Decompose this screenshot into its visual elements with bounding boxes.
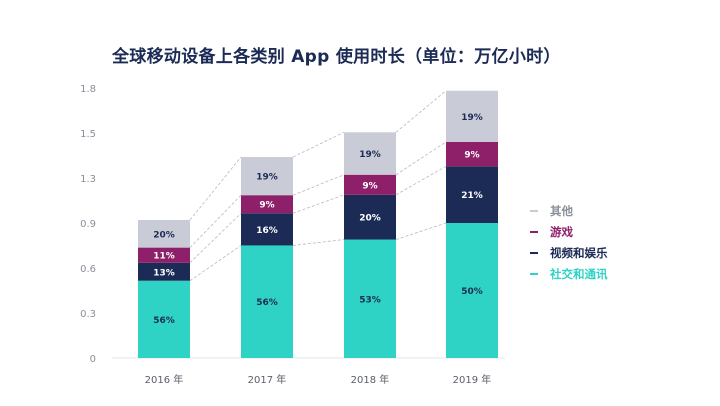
legend-item: 视频和娱乐 — [530, 242, 608, 263]
bar-segment — [446, 166, 498, 223]
bar-segment — [138, 262, 190, 281]
data-label: 56% — [256, 298, 278, 308]
connector-line — [189, 212, 242, 264]
legend-item: 其他 — [530, 200, 608, 221]
data-label: 19% — [359, 150, 381, 160]
connector-line — [395, 222, 447, 240]
connector-line — [395, 90, 447, 133]
y-tick-label: 1.8 — [80, 84, 96, 95]
bar-segment — [241, 195, 293, 214]
chart-title: 全球移动设备上各类别 App 使用时长（单位：万亿小时） — [112, 47, 561, 67]
bar-segment — [446, 223, 498, 358]
data-label: 9% — [464, 151, 479, 161]
connector-line — [292, 194, 345, 214]
data-label: 19% — [461, 113, 483, 123]
data-label: 9% — [259, 201, 274, 211]
x-tick-label: 2016 年 — [145, 373, 184, 386]
connector-line — [395, 165, 447, 196]
legend-swatch — [530, 209, 538, 212]
data-label: 11% — [153, 252, 175, 262]
data-label: 13% — [153, 268, 175, 278]
connector-line — [292, 131, 345, 158]
connector-line — [395, 141, 447, 176]
data-label: 53% — [359, 295, 381, 305]
bar-segment — [446, 142, 498, 167]
bar-segment — [241, 157, 293, 196]
y-tick-label: 0 — [90, 354, 96, 365]
chart-legend: 其他游戏视频和娱乐社交和通讯 — [530, 200, 608, 284]
data-label: 50% — [461, 287, 483, 297]
bar-segment — [446, 90, 498, 142]
connector-line — [189, 194, 242, 248]
x-tick-label: 2019 年 — [453, 373, 492, 386]
bar-segment — [344, 239, 396, 358]
connector-line — [292, 174, 345, 196]
data-label: 20% — [153, 230, 175, 240]
connector-line — [189, 156, 242, 221]
y-tick-label: 0.9 — [80, 219, 96, 230]
bar-segment — [138, 220, 190, 248]
bar-segment — [241, 213, 293, 246]
y-tick-label: 0.6 — [80, 264, 96, 275]
legend-label: 其他 — [550, 203, 573, 218]
connector-line — [292, 239, 345, 246]
bar-segment — [344, 174, 396, 195]
data-label: 20% — [359, 214, 381, 224]
data-label: 56% — [153, 316, 175, 326]
legend-item: 游戏 — [530, 221, 608, 242]
data-label: 21% — [461, 191, 483, 201]
data-label: 9% — [362, 181, 377, 191]
bar-segment — [344, 132, 396, 175]
y-tick-label: 1.3 — [80, 174, 96, 185]
x-tick-label: 2018 年 — [351, 373, 390, 386]
legend-swatch — [530, 230, 538, 233]
legend-label: 视频和娱乐 — [550, 245, 608, 260]
bar-segment — [138, 280, 190, 358]
connector-line — [189, 245, 242, 282]
legend-item: 社交和通讯 — [530, 263, 608, 284]
bar-segment — [344, 194, 396, 240]
legend-swatch — [530, 272, 538, 275]
y-tick-label: 1.5 — [80, 129, 96, 140]
legend-label: 游戏 — [550, 224, 573, 239]
bar-segment — [138, 247, 190, 263]
legend-swatch — [530, 251, 538, 254]
bar-segment — [241, 245, 293, 358]
data-label: 16% — [256, 226, 278, 236]
legend-label: 社交和通讯 — [550, 266, 608, 281]
y-tick-label: 0.3 — [80, 309, 96, 320]
x-tick-label: 2017 年 — [248, 373, 287, 386]
data-label: 19% — [256, 173, 278, 183]
